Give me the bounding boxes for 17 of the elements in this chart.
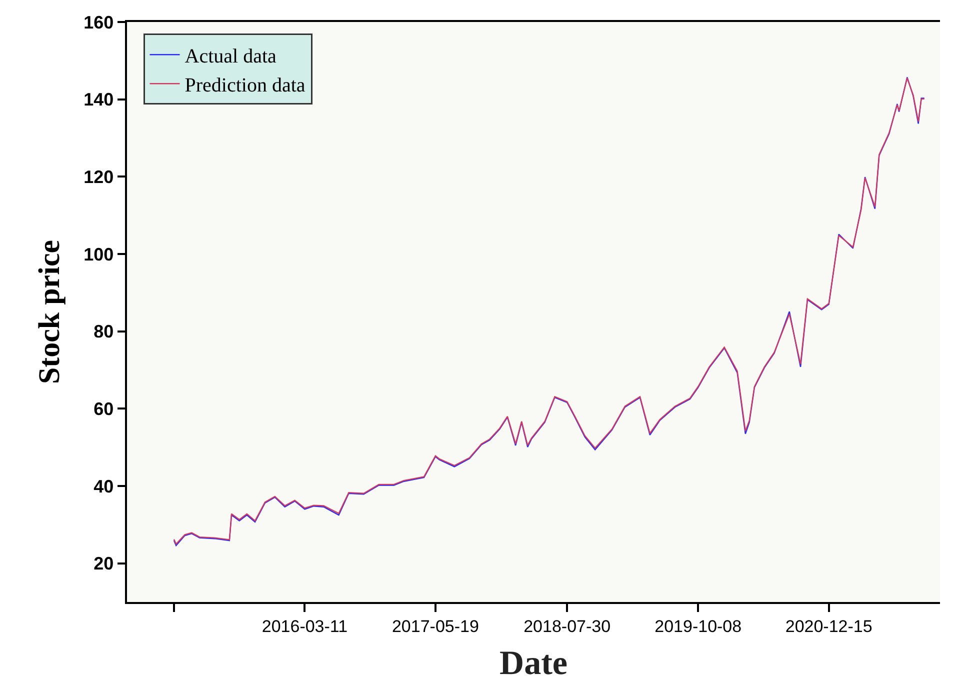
x-tick-label: 2019-10-08 — [654, 617, 742, 636]
y-tick-label: 120 — [84, 166, 114, 187]
y-axis-title: Stock price — [33, 240, 66, 384]
x-tick-label: 2020-12-15 — [785, 617, 872, 636]
x-tick-label: 2016-03-11 — [262, 617, 348, 636]
x-tick-label: 2017-05-19 — [392, 617, 479, 636]
y-tick-label: 80 — [94, 322, 114, 342]
y-tick-label: 60 — [94, 398, 114, 419]
legend-label: Actual data — [184, 45, 277, 68]
y-tick-label: 160 — [84, 12, 114, 32]
y-tick-label: 140 — [84, 90, 114, 110]
x-axis-title: Date — [500, 644, 568, 682]
y-tick-label: 20 — [94, 554, 114, 574]
x-tick-label: 2018-07-30 — [524, 617, 611, 636]
y-tick-label: 100 — [84, 244, 114, 264]
legend-label: Prediction data — [184, 74, 306, 96]
y-tick-label: 40 — [94, 476, 114, 496]
